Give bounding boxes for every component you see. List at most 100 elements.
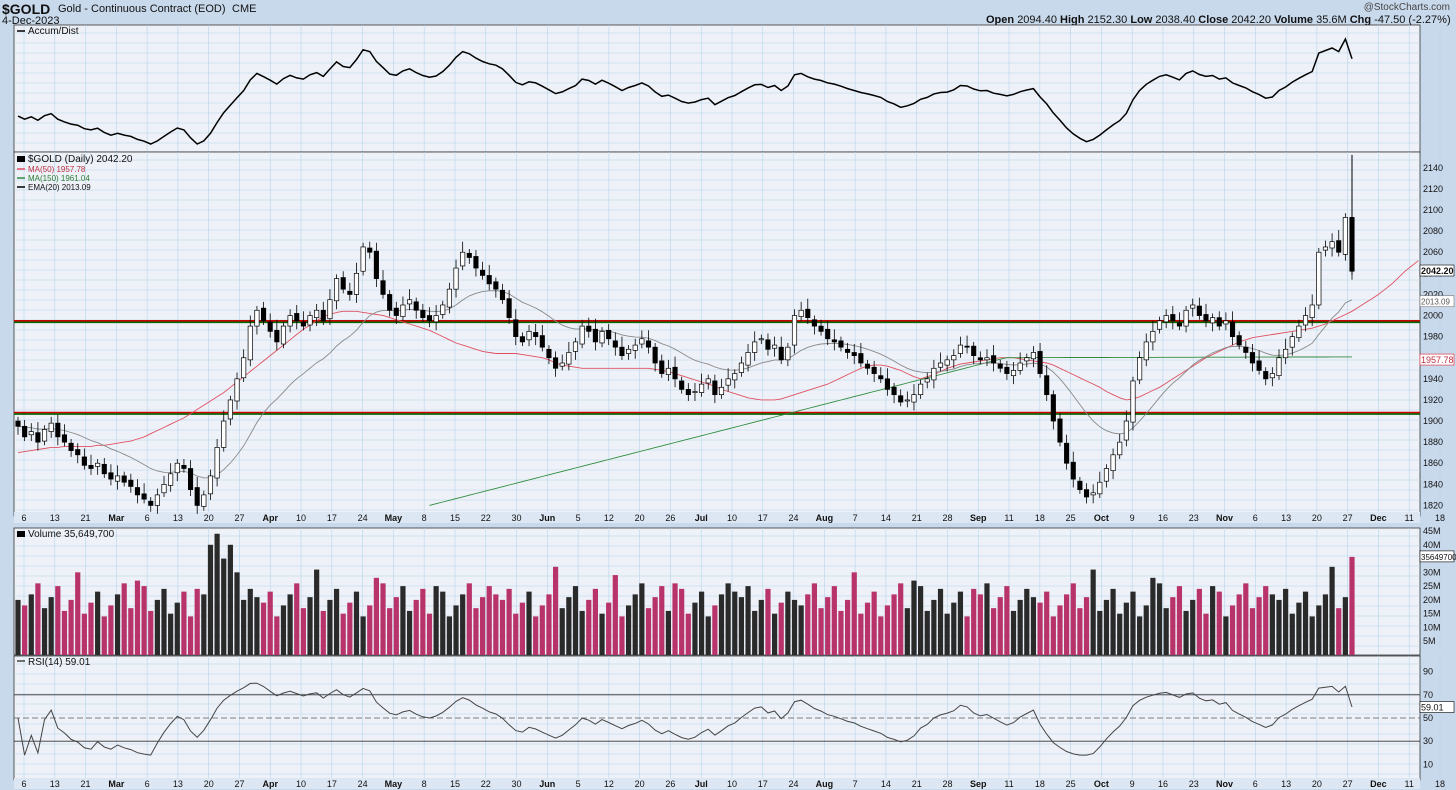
rsi-axis-tick: 10 (1423, 759, 1433, 769)
x-axis-tick-label: 6 (21, 513, 26, 523)
volume-bar (181, 591, 187, 655)
candle-body (878, 375, 884, 380)
candle-body (679, 380, 685, 390)
volume-bar (791, 599, 798, 655)
volume-bar (805, 594, 811, 655)
candle-body (599, 331, 605, 344)
candle-body (134, 487, 141, 496)
volume-bar (55, 586, 61, 655)
candle-body (944, 359, 950, 366)
candle-body (632, 344, 638, 351)
candle-body (267, 321, 273, 332)
volume-bar (406, 610, 413, 655)
volume-bar (353, 591, 360, 655)
high-value: 2152.30 (1087, 14, 1128, 26)
x-axis-tick-label: 27 (1343, 779, 1353, 789)
volume-axis-tick: 45M (1423, 526, 1441, 536)
candle-body (738, 362, 744, 373)
volume-bar (1216, 591, 1222, 655)
x-axis-tick-label: May (385, 779, 403, 789)
x-axis-tick-label: 9 (1130, 513, 1135, 523)
volume-label: Volume (1274, 14, 1314, 26)
volume-bar (533, 616, 539, 655)
candle-body (831, 339, 837, 343)
volume-bar (665, 610, 672, 655)
candle-body (1030, 352, 1036, 360)
x-axis-tick-label: 27 (234, 779, 244, 789)
volume-bar (426, 613, 433, 655)
volume-bar (393, 597, 399, 655)
candle-body (778, 346, 784, 361)
x-axis-tick-label: Mar (108, 513, 125, 523)
volume-axis-tick: 25M (1423, 581, 1441, 591)
volume-bar (1183, 610, 1189, 655)
last-price-tag-box (1419, 264, 1455, 277)
last-price-tag: 2042.20 (1421, 266, 1454, 276)
candle-body (918, 383, 924, 396)
candle-body (639, 338, 645, 345)
candle-body (546, 348, 552, 359)
x-axis-tick-label: 26 (665, 513, 675, 523)
candle-body (1090, 492, 1096, 496)
volume-bar (1077, 608, 1083, 655)
candle-body (665, 367, 671, 375)
volume-bar (48, 597, 54, 655)
volume-bar (838, 610, 844, 655)
x-axis-tick-label: 6 (145, 779, 150, 789)
volume-legend: Volume 35,649,700 (28, 529, 115, 540)
x-axis-tick-label: 20 (635, 513, 645, 523)
x-axis-tick-label: 20 (204, 513, 214, 523)
candle-body (300, 321, 306, 327)
x-axis-tick-label: 21 (81, 513, 91, 523)
candle-body (725, 378, 731, 386)
volume-bar (294, 583, 300, 655)
volume-axis-tick: 40M (1423, 540, 1441, 550)
candle-body (811, 319, 817, 327)
x-axis-strip (14, 778, 1420, 789)
candle-body (1050, 394, 1056, 422)
candle-body (1216, 317, 1222, 327)
candle-body (148, 500, 154, 506)
candle-body (772, 344, 778, 349)
candle-body (851, 352, 857, 356)
candle-body (35, 432, 41, 443)
volume-bar (1316, 605, 1322, 655)
candle-body (334, 278, 340, 302)
x-axis-tick-label: 14 (881, 779, 891, 789)
volume-bar (148, 610, 154, 655)
volume-bar (1176, 586, 1183, 655)
x-axis-tick-label: 11 (1004, 779, 1013, 789)
candle-body (154, 494, 160, 506)
chg-value: -47.50 (-2.27%) (1374, 14, 1451, 26)
candle-body (1329, 241, 1335, 249)
candle-body (1249, 352, 1255, 364)
candle-body (314, 309, 320, 318)
candle-body (805, 308, 811, 318)
candle-body (1229, 321, 1236, 337)
volume-bar (526, 591, 532, 655)
ma50-line (17, 260, 1419, 454)
candle-body (1083, 489, 1090, 498)
price-legend-main: $GOLD (Daily) 2042.20 (28, 154, 133, 165)
volume-bar (440, 591, 446, 655)
candle-body (991, 355, 997, 364)
candle-body (964, 345, 970, 348)
volume-bar (1103, 599, 1110, 655)
volume-bar (1322, 594, 1329, 655)
x-axis-tick-label: 5 (576, 779, 581, 789)
candle-body (1190, 304, 1196, 309)
volume-bar (1256, 597, 1262, 655)
candle-body (1302, 315, 1309, 326)
volume-bar (340, 613, 346, 655)
volume-bar (579, 610, 585, 655)
volume-bar (1336, 608, 1342, 655)
volume-bar (1243, 583, 1249, 655)
candle-body (1322, 246, 1329, 251)
candle-body (937, 362, 944, 368)
volume-bar (68, 599, 74, 655)
ma150-line (429, 356, 1352, 506)
candle-body (745, 352, 751, 366)
candle-body (168, 473, 174, 486)
candle-body (825, 328, 831, 340)
x-axis-tick-label: 11 (1004, 513, 1013, 523)
